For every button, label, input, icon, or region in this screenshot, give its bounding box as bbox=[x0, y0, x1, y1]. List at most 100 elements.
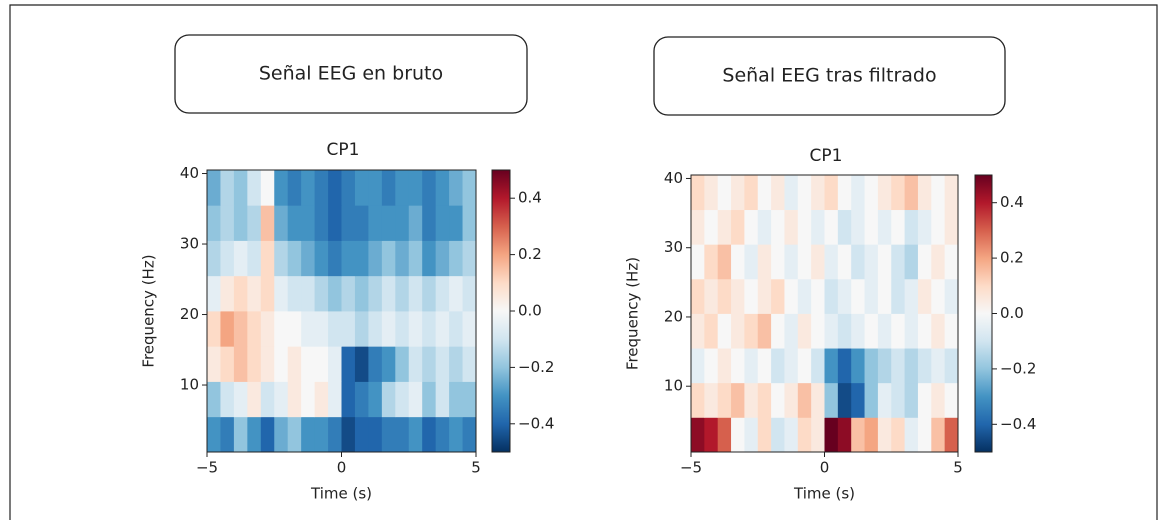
heatmap-cell bbox=[704, 313, 719, 349]
heatmap-cell bbox=[891, 417, 905, 453]
heatmap-cell bbox=[931, 348, 946, 384]
heatmap-cell bbox=[944, 278, 959, 314]
heatmap-cell bbox=[744, 313, 759, 349]
heatmap-cell bbox=[731, 313, 745, 349]
heatmap-cell bbox=[917, 209, 932, 245]
colorbar-tick-label: −0.4 bbox=[518, 414, 554, 432]
x-tick-label: −5 bbox=[196, 459, 218, 477]
heatmap-cell bbox=[717, 382, 732, 418]
heatmap-cell bbox=[824, 382, 839, 418]
heatmap-cell bbox=[247, 240, 262, 277]
colorbar-tick-label: 0.0 bbox=[1000, 304, 1024, 322]
heatmap-cell bbox=[207, 381, 221, 418]
heatmap-cell bbox=[944, 209, 959, 245]
heatmap-cell bbox=[381, 381, 396, 418]
heatmap-cell bbox=[731, 417, 745, 453]
heatmap-cell bbox=[837, 209, 852, 245]
heatmap-cell bbox=[395, 275, 410, 312]
heatmap-cell bbox=[851, 417, 865, 453]
heatmap-cell bbox=[784, 175, 799, 211]
heatmap-cell bbox=[891, 348, 905, 384]
frame bbox=[9, 4, 1158, 520]
heatmap-cell bbox=[931, 244, 946, 280]
heatmap-cell bbox=[422, 275, 437, 312]
heatmap-cell bbox=[837, 417, 852, 453]
x-axis-label: Time (s) bbox=[793, 485, 855, 503]
heatmap-cell bbox=[233, 416, 248, 453]
heatmap-cell bbox=[864, 244, 879, 280]
heatmap-cell bbox=[247, 311, 262, 347]
heatmap-cell bbox=[314, 346, 329, 382]
heatmap-cell bbox=[220, 170, 235, 206]
heatmap-cell bbox=[731, 209, 745, 245]
heatmap-cell bbox=[811, 278, 825, 314]
heatmap-cell bbox=[368, 240, 383, 277]
heatmap-cell bbox=[877, 175, 892, 211]
heatmap-cell bbox=[851, 244, 865, 280]
heatmap-cell bbox=[691, 244, 705, 280]
heatmap-cell bbox=[328, 416, 342, 453]
heatmap-cell bbox=[368, 311, 383, 347]
heatmap-cell bbox=[381, 205, 396, 241]
heatmap-cell bbox=[891, 175, 905, 211]
heatmap-cell bbox=[301, 381, 315, 418]
colorbar-tick-label: 0.2 bbox=[1000, 249, 1024, 267]
heatmap-cell bbox=[891, 244, 905, 280]
heatmap-cell bbox=[704, 278, 719, 314]
heatmap-cell bbox=[771, 313, 785, 349]
heatmap-cell bbox=[824, 209, 839, 245]
heatmap-cell bbox=[877, 382, 892, 418]
heatmap-cell bbox=[744, 209, 759, 245]
heatmap-cell bbox=[207, 205, 221, 241]
heatmap-cell bbox=[368, 346, 383, 382]
y-tick-label: 20 bbox=[180, 305, 199, 323]
heatmap-cell bbox=[784, 382, 799, 418]
heatmap-cell bbox=[341, 311, 356, 347]
heatmap-cell bbox=[395, 381, 410, 418]
heatmap-cell bbox=[354, 416, 369, 453]
heatmap-cell bbox=[408, 346, 423, 382]
heatmap-cell bbox=[274, 346, 289, 382]
heatmap-cell bbox=[207, 275, 221, 312]
heatmap-cell bbox=[904, 348, 919, 384]
heatmap-cell bbox=[233, 240, 248, 277]
y-axis-label: Frequency (Hz) bbox=[624, 257, 642, 370]
heatmap-cell bbox=[904, 209, 919, 245]
heatmap-cell bbox=[435, 346, 450, 382]
heatmap-cell bbox=[287, 275, 302, 312]
heatmap-cell bbox=[891, 382, 905, 418]
heatmap-cell bbox=[435, 381, 450, 418]
heatmap-cell bbox=[220, 381, 235, 418]
colorbar-tick-label: 0.4 bbox=[1000, 193, 1024, 211]
heatmap-cell bbox=[395, 170, 410, 206]
header-box bbox=[653, 36, 1006, 116]
heatmap-cell bbox=[260, 275, 275, 312]
x-tick-label: 0 bbox=[820, 459, 830, 477]
heatmap-cell bbox=[314, 240, 329, 277]
heatmap-cell bbox=[877, 278, 892, 314]
heatmap-cell bbox=[247, 170, 262, 206]
heatmap-cell bbox=[837, 313, 852, 349]
heatmap-cell bbox=[904, 382, 919, 418]
heatmap-cell bbox=[247, 416, 262, 453]
heatmap-cell bbox=[301, 275, 315, 312]
heatmap-cell bbox=[287, 381, 302, 418]
heatmap-cell bbox=[260, 240, 275, 277]
heatmap-cell bbox=[301, 170, 315, 206]
heatmap-cell bbox=[449, 416, 463, 453]
heatmap-cell bbox=[408, 275, 423, 312]
heatmap-cell bbox=[891, 209, 905, 245]
heatmap-cell bbox=[864, 417, 879, 453]
heatmap-cell bbox=[260, 205, 275, 241]
heatmap-cell bbox=[851, 348, 865, 384]
heatmap-cell bbox=[368, 381, 383, 418]
heatmap-cell bbox=[381, 240, 396, 277]
heatmap-cell bbox=[691, 175, 705, 211]
heatmap-cell bbox=[717, 313, 732, 349]
heatmap-cell bbox=[220, 205, 235, 241]
heatmap-cell bbox=[771, 175, 785, 211]
heatmap-cell bbox=[220, 240, 235, 277]
heatmap-cell bbox=[354, 311, 369, 347]
heatmap-cell bbox=[811, 382, 825, 418]
